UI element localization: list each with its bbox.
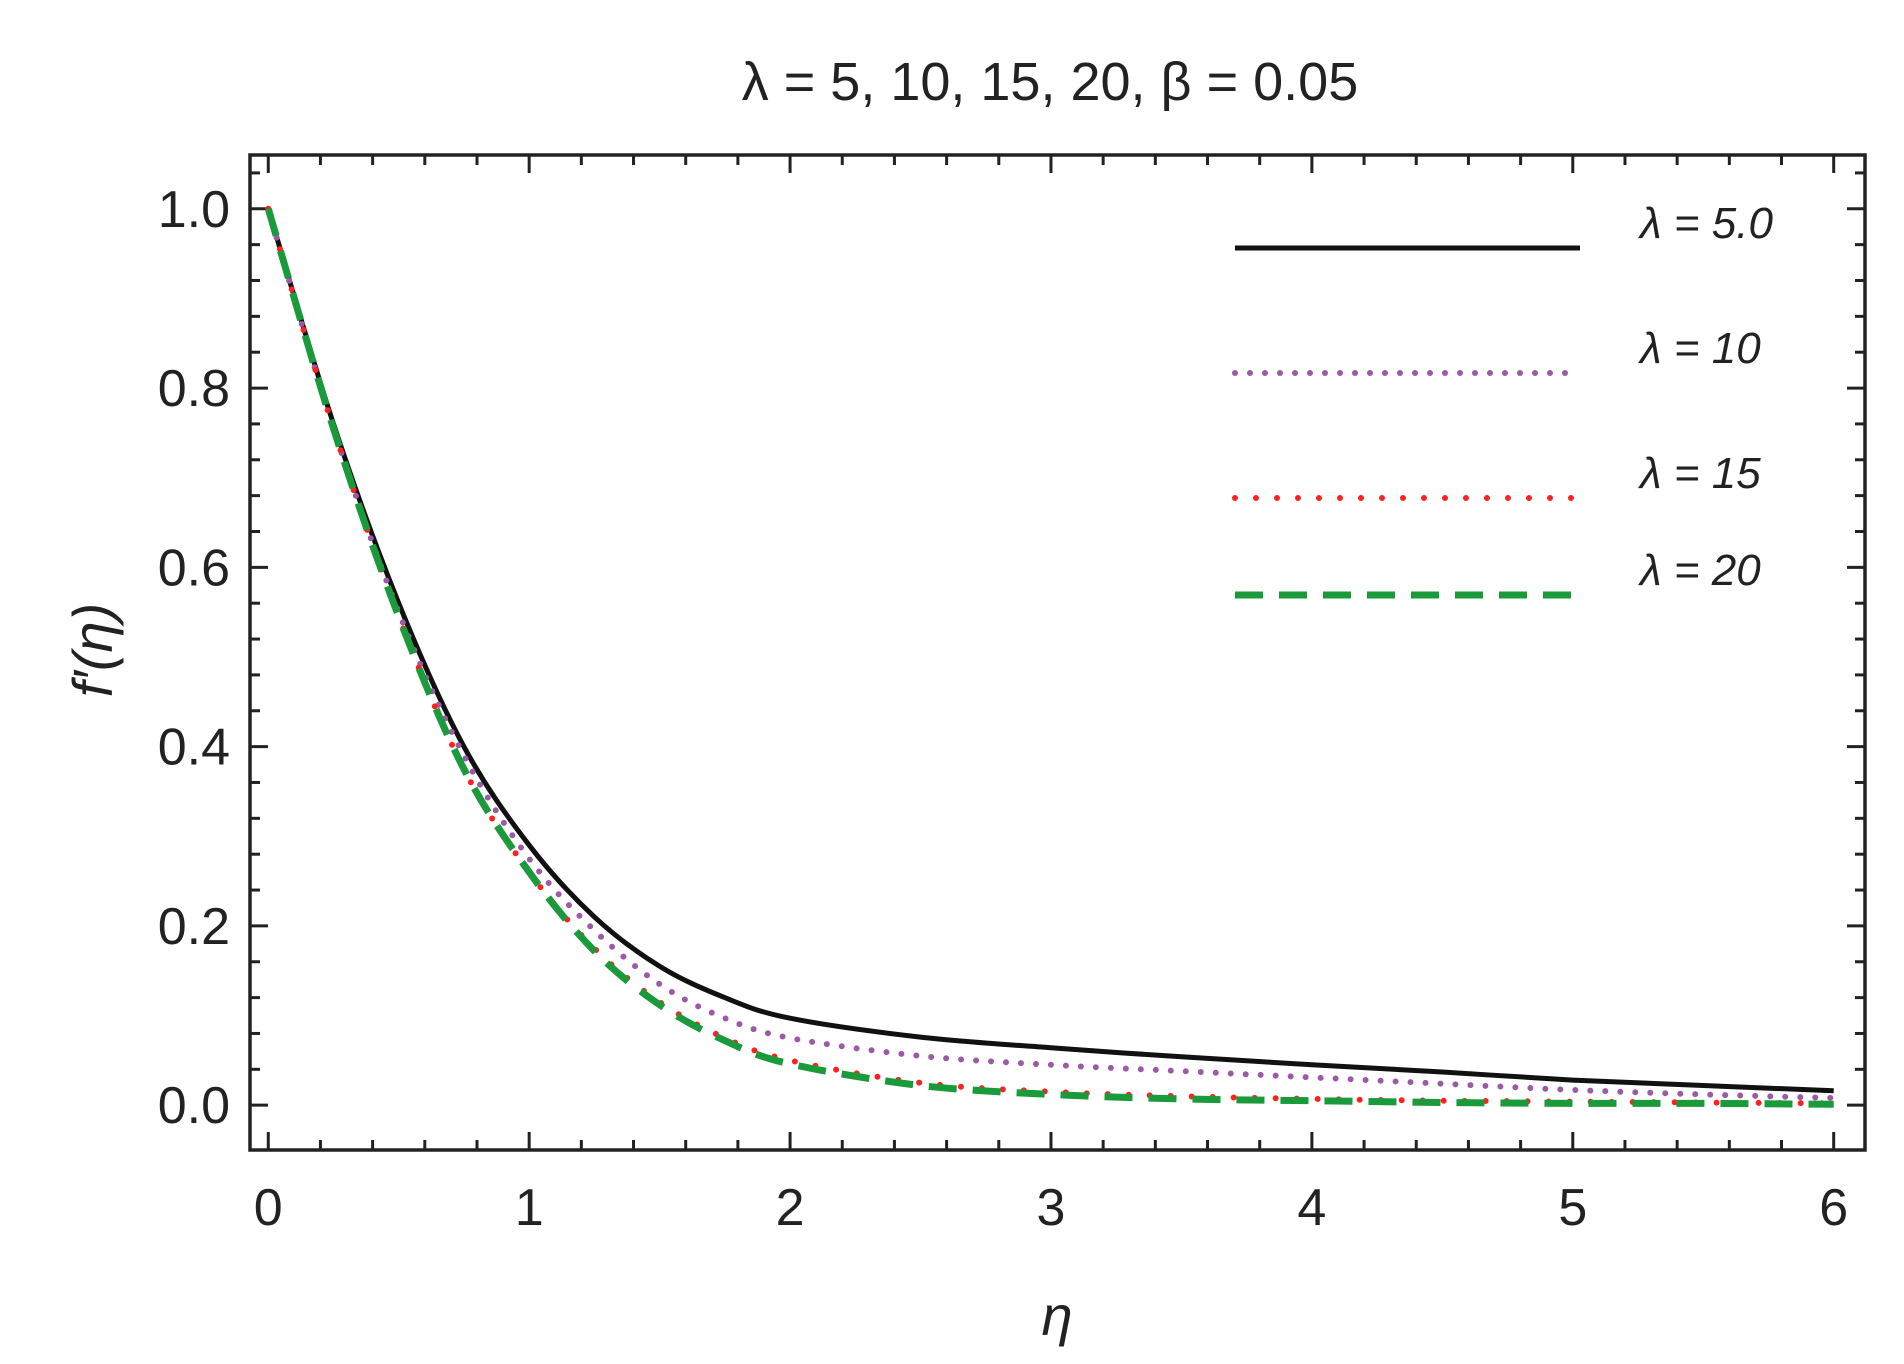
y-tick-label: 1.0 [158,181,230,239]
y-tick-label: 0.8 [158,360,230,418]
ticks-layer: 0 1 2 3 4 5 6 0.0 0.2 0.4 0.6 0.8 1.0 [158,155,1865,1237]
y-tick-label: 0.2 [158,898,230,956]
legend-label-4: λ = 20 [1638,546,1761,595]
x-tick-label: 0 [254,1179,283,1237]
series-line-2 [265,205,1837,1101]
legend-label-2: λ = 10 [1638,324,1761,373]
x-tick-label: 3 [1037,1179,1066,1237]
series-line-3 [265,205,1837,1107]
y-axis-label: f′(η) [61,603,124,697]
series-line-1 [265,208,1834,1094]
x-tick-label: 2 [776,1179,805,1237]
legend-label-1: λ = 5.0 [1638,199,1773,248]
x-tick-label: 4 [1297,1179,1326,1237]
y-tick-label: 0.0 [158,1077,230,1135]
x-axis-label: η [1041,1284,1072,1347]
y-tick-label: 0.6 [158,539,230,597]
series-layer [264,205,1837,1108]
legend: λ = 5.0 λ = 10 λ = 15 λ = 20 [1232,199,1773,599]
y-tick-label: 0.4 [158,719,230,777]
chart-title: λ = 5, 10, 15, 20, β = 0.05 [742,52,1359,112]
plot-frame [248,153,1867,1152]
series-line-4 [264,207,1834,1108]
x-tick-label: 5 [1558,1179,1587,1237]
x-tick-label: 6 [1819,1179,1848,1237]
legend-label-3: λ = 15 [1638,449,1761,498]
x-tick-label: 1 [515,1179,544,1237]
